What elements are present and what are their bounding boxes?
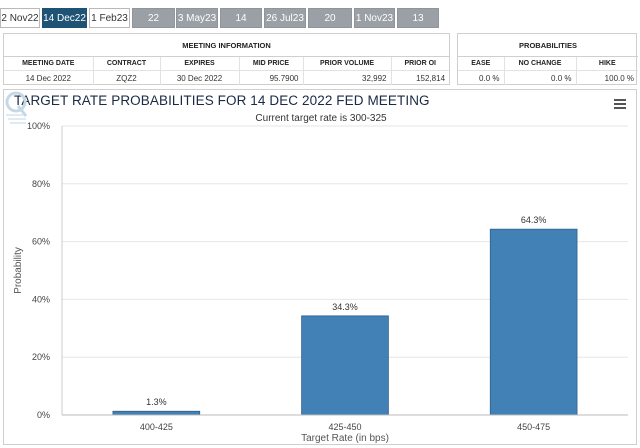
- chart-title: TARGET RATE PROBABILITIES FOR 14 DEC 202…: [14, 93, 430, 108]
- tab-22-mar23[interactable]: 22 Mar23: [132, 8, 175, 44]
- tab-26-jul23[interactable]: 26 Jul23: [264, 8, 306, 28]
- chart-plot: 0% 20% 40% 60% 80% 100% 1.3% 400-425 34.3% 425-45…: [13, 121, 628, 444]
- header-ease: EASE: [458, 56, 504, 71]
- y-tick-label: 20%: [32, 352, 50, 362]
- probabilities-table: PROBABILITIES EASE NO CHANGE HIKE 0.0 % …: [457, 33, 639, 85]
- tab-13-dec23[interactable]: 13 Dec23: [397, 8, 439, 44]
- bar: [112, 410, 201, 416]
- header-meeting-date: MEETING DATE: [4, 56, 93, 71]
- bar: [489, 228, 578, 416]
- meeting-information-table: MEETING INFORMATION MEETING DATE CONTRAC…: [3, 33, 450, 85]
- hamburger-menu-icon[interactable]: [614, 99, 626, 110]
- y-tick-label: 80%: [32, 179, 50, 189]
- meeting-information-title: MEETING INFORMATION: [4, 34, 450, 57]
- x-tick-label: 425-450: [328, 422, 361, 432]
- y-tick-label: 100%: [27, 121, 50, 131]
- data-label: 64.3%: [521, 215, 547, 225]
- header-contract: CONTRACT: [92, 56, 160, 71]
- x-tick-label: 400-425: [140, 422, 173, 432]
- value-contract: ZQZ2: [92, 70, 160, 85]
- header-prior-oi: PRIOR OI: [390, 56, 450, 71]
- value-meeting-date: 14 Dec 2022: [25, 73, 71, 83]
- value-prior-oi: 152,814: [390, 70, 450, 85]
- tab-3-may23[interactable]: 3 May23: [176, 8, 218, 28]
- value-ease: 0.0 %: [479, 73, 500, 83]
- header-expires: EXPIRES: [159, 56, 239, 71]
- value-expires: 30 Dec 2022: [159, 70, 239, 85]
- tab-20-sep23[interactable]: 20 Sep23: [308, 8, 352, 44]
- header-mid-price: MID PRICE: [238, 56, 303, 71]
- tab-1-feb23[interactable]: 1 Feb23: [89, 8, 130, 28]
- tab-1-nov23[interactable]: 1 Nov23: [354, 8, 395, 28]
- data-label: 1.3%: [146, 397, 167, 407]
- y-axis-title: Probability: [13, 247, 24, 294]
- value-no-change: 0.0 %: [503, 70, 576, 85]
- chart-subtitle: Current target rate is 300-325: [255, 113, 387, 124]
- header-prior-volume: PRIOR VOLUME: [302, 56, 391, 71]
- value-prior-volume: 32,992: [302, 70, 391, 85]
- header-no-change: NO CHANGE: [503, 56, 576, 71]
- value-mid-price: 95.7900: [238, 70, 303, 85]
- tab-2-nov22[interactable]: 2 Nov22: [0, 8, 40, 28]
- tab-14-jun23[interactable]: 14 Jun23: [220, 8, 262, 44]
- y-tick-label: 40%: [32, 294, 50, 304]
- x-tick-label: 450-475: [517, 422, 550, 432]
- value-hike: 100.0 %: [575, 70, 639, 85]
- q-logo-icon: [5, 91, 28, 124]
- tab-14-dec22[interactable]: 14 Dec22: [42, 8, 87, 28]
- y-tick-label: 0%: [37, 410, 50, 420]
- y-tick-label: 60%: [32, 237, 50, 247]
- header-hike: HIKE: [575, 56, 639, 71]
- bar: [301, 315, 389, 416]
- target-rate-chart: TARGET RATE PROBABILITIES FOR 14 DEC 202…: [3, 89, 637, 445]
- x-axis-title: Target Rate (in bps): [301, 433, 389, 444]
- probabilities-title: PROBABILITIES: [458, 34, 639, 57]
- data-label: 34.3%: [332, 302, 358, 312]
